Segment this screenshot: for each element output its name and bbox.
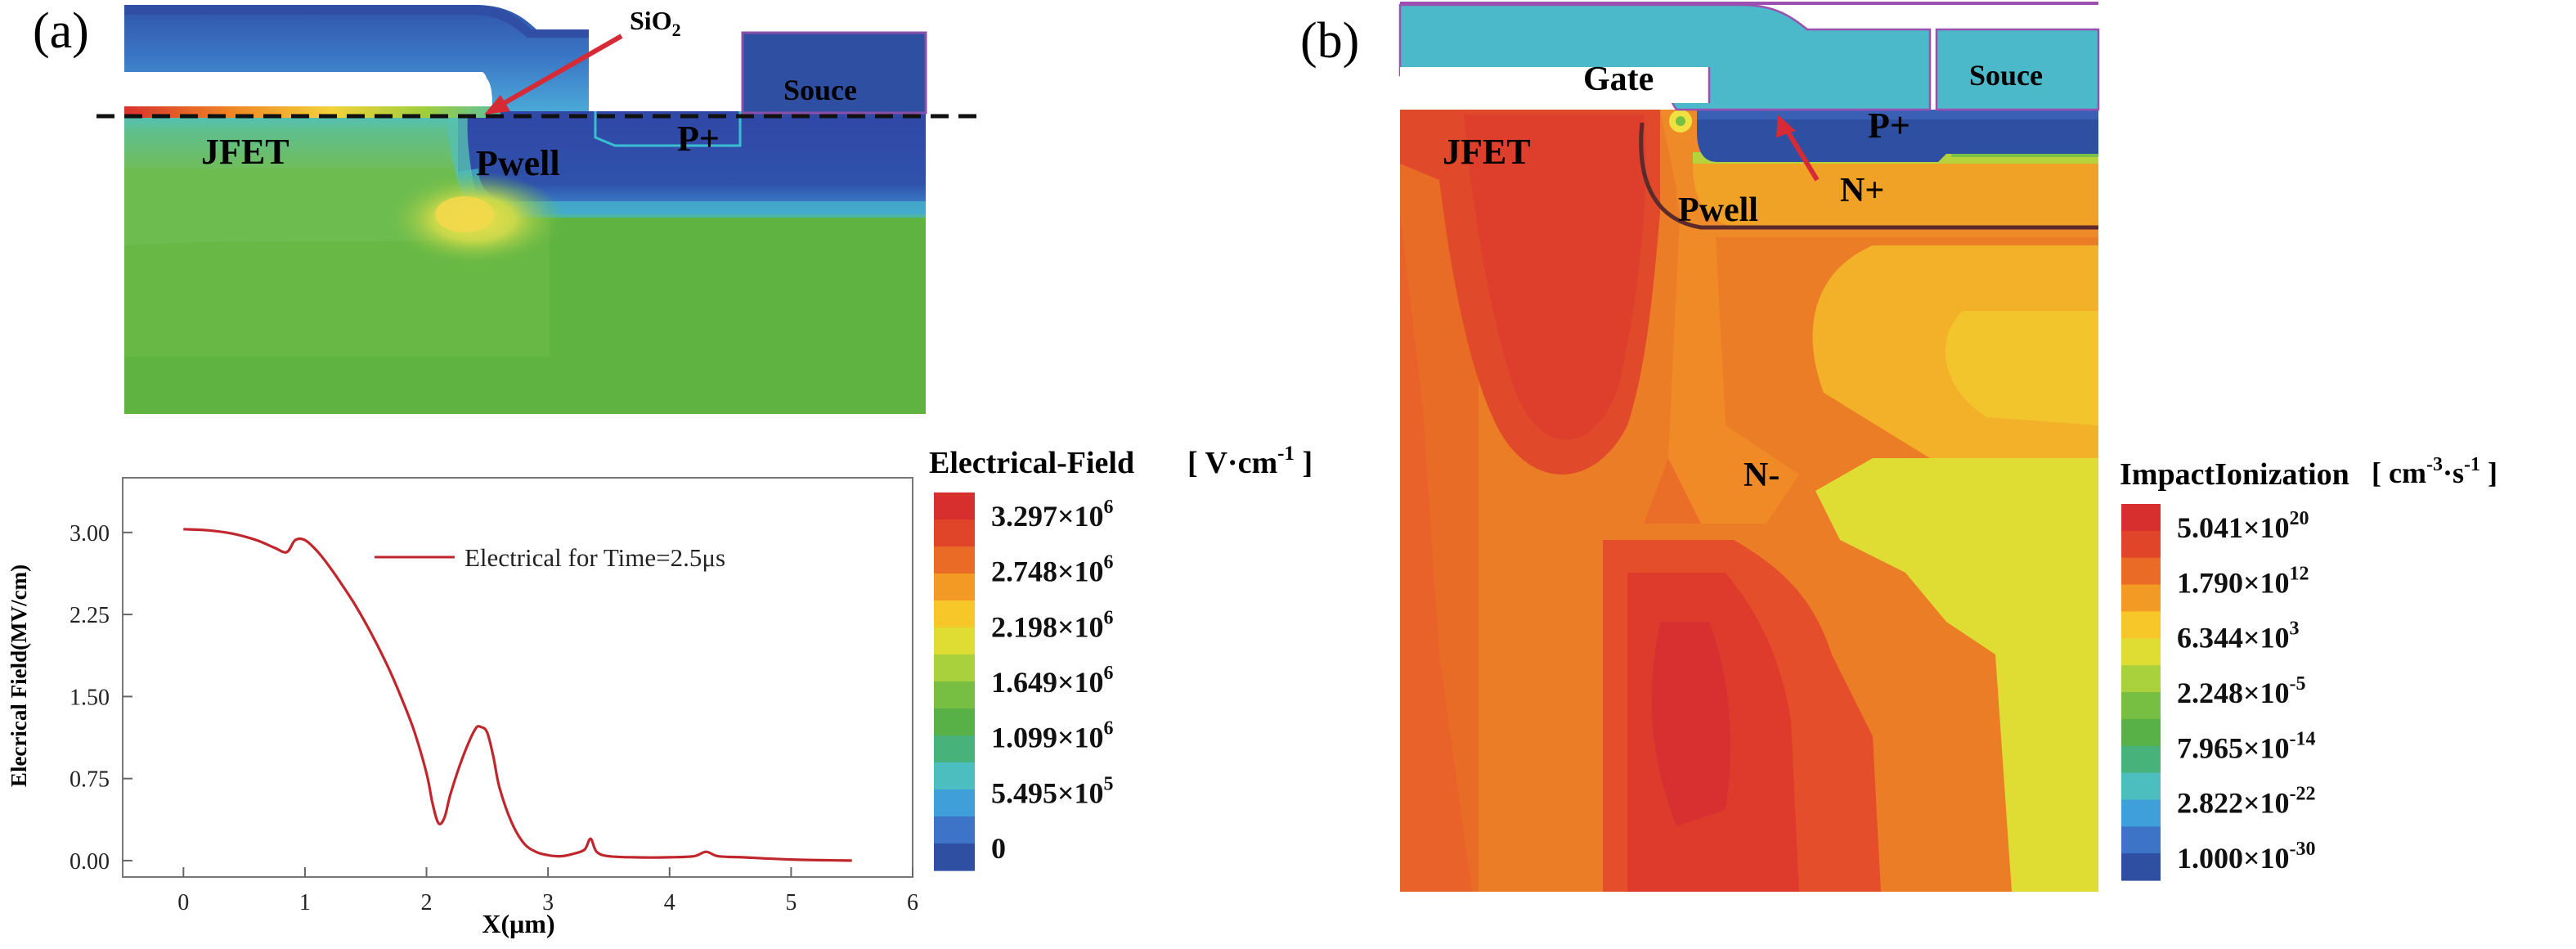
colorbar-swatch — [934, 600, 975, 628]
colorbar-swatch — [934, 735, 975, 763]
chart-legend-label: Electrical for Time=2.5μs — [464, 543, 725, 572]
chart-x-tick-label: 2 — [421, 890, 433, 915]
colorbar-swatch — [934, 546, 975, 574]
colorbar-swatch — [934, 762, 975, 790]
panel-b-label-nplus: N+ — [1840, 172, 1884, 209]
colorbar-a-unit: [ V·cm-1 ] — [1187, 443, 1313, 480]
colorbar-b-ticks: 5.041×1020 1.790×1012 6.344×103 2.248×10-5 7… — [2177, 508, 2316, 875]
colorbar-tick-label: 2.748×106 — [991, 552, 1114, 588]
panel-b-label-jfet: JFET — [1443, 132, 1531, 172]
panel-b-ionization-map — [1398, 2, 2100, 892]
chart-x-tick-label: 3 — [542, 890, 554, 915]
colorbar-swatch — [2121, 504, 2161, 532]
colorbar-tick-label: 1.649×106 — [991, 663, 1114, 699]
panel-b-nplus-arrow — [1776, 115, 1820, 182]
panel-a-label-source: Souce — [783, 74, 857, 106]
colorbar-swatch — [2121, 826, 2161, 854]
panel-a-device-map — [124, 5, 927, 414]
panel-b-label-pplus: P+ — [1868, 106, 1910, 146]
colorbar-swatch — [2121, 557, 2161, 586]
chart-series-line — [183, 528, 852, 862]
colorbar-swatch — [934, 708, 975, 736]
colorbar-swatch — [934, 681, 975, 709]
chart-plot-frame — [122, 477, 913, 878]
colorbar-swatch — [2121, 638, 2161, 666]
colorbar-swatch — [934, 843, 975, 871]
panel-a-label: (a) — [33, 3, 89, 59]
panel-a: (a) — [33, 3, 985, 414]
chart-y-axis-label: Elecrical Field(MV/cm) — [7, 564, 31, 787]
colorbar-swatch — [934, 627, 975, 655]
colorbar-swatch — [2121, 799, 2161, 827]
colorbar-tick-label: 1.790×1012 — [2177, 563, 2309, 599]
colorbar-tick-label: 1.099×106 — [991, 718, 1114, 754]
panel-b-label-gate: Gate — [1583, 61, 1654, 98]
chart-x-ticks: 0 1 2 3 4 5 6 — [177, 867, 918, 915]
chart-x-tick-label: 4 — [664, 890, 675, 915]
colorbar-tick-label: 3.297×106 — [991, 497, 1114, 533]
panel-b: (b) — [1300, 2, 2100, 892]
colorbar-swatch — [2121, 853, 2161, 881]
panel-a-sio2-label: SiO2 — [630, 6, 681, 40]
panel-b-label-pwell: Pwell — [1678, 191, 1758, 229]
colorbar-tick-label: 2.198×106 — [991, 607, 1114, 643]
chart-y-tick-label: 1.50 — [70, 685, 110, 710]
colorbar-tick-label: 2.822×10-22 — [2177, 784, 2316, 820]
colorbar-b-title: ImpactIonization — [2120, 457, 2349, 492]
chart-y-tick-label: 0.00 — [70, 849, 110, 875]
panel-b-label: (b) — [1300, 13, 1359, 69]
colorbar-swatch — [2121, 692, 2161, 720]
colorbar-swatch — [2121, 718, 2161, 747]
colorbar-tick-label: 7.965×10-14 — [2177, 728, 2316, 764]
colorbar-swatch — [2121, 665, 2161, 693]
panel-b-label-source: Souce — [1969, 59, 2043, 92]
colorbar-swatch — [2121, 530, 2161, 559]
colorbar-swatch — [934, 816, 975, 844]
chart-y-tick-label: 3.00 — [70, 521, 110, 546]
chart-x-axis-label: X(μm) — [482, 909, 554, 938]
colorbar-swatch — [934, 654, 975, 682]
colorbar-swatch — [2121, 584, 2161, 613]
chart-y-tick-label: 0.75 — [70, 767, 110, 793]
colorbar-a-ticks: 3.297×106 2.748×106 2.198×106 1.649×106 1.09… — [991, 497, 1114, 865]
panel-a-label-pplus: P+ — [677, 119, 720, 159]
colorbar-tick-label: 0 — [991, 832, 1006, 865]
chart-x-tick-label: 0 — [177, 890, 189, 915]
panel-a-sio2-arrow — [484, 34, 623, 115]
colorbar-a-title: Electrical-Field — [929, 446, 1134, 480]
chart-y-tick-label: 2.25 — [70, 603, 110, 628]
panel-a-label-jfet: JFET — [201, 132, 289, 172]
colorbar-swatch — [934, 789, 975, 817]
colorbar-tick-label: 5.041×1020 — [2177, 508, 2309, 544]
colorbar-swatch — [2121, 611, 2161, 639]
electric-field-chart: 0 1 2 3 4 5 6 0.00 0.75 1.50 2.25 3.00 Electrical … — [7, 477, 918, 938]
colorbar-tick-label: 6.344×103 — [2177, 618, 2300, 654]
panel-a-label-pwell: Pwell — [476, 143, 560, 183]
colorbar-a-swatches — [934, 492, 975, 871]
panel-b-colorbar: ImpactIonization [ cm-3·s-1 ] 5.041×1020… — [2120, 454, 2497, 881]
chart-y-ticks: 0.00 0.75 1.50 2.25 3.00 — [70, 521, 132, 875]
colorbar-tick-label: 1.000×10-30 — [2177, 839, 2316, 875]
panel-a-colorbar: Electrical-Field [ V·cm-1 ] 3.297×106 2.7… — [929, 443, 1313, 871]
colorbar-swatch — [934, 492, 975, 520]
colorbar-swatch — [2121, 745, 2161, 774]
panel-b-label-nminus: N- — [1744, 457, 1779, 494]
chart-x-tick-label: 6 — [907, 890, 918, 915]
colorbar-swatch — [2121, 772, 2161, 801]
colorbar-tick-label: 2.248×10-5 — [2177, 673, 2306, 709]
chart-x-tick-label: 1 — [299, 890, 311, 915]
chart-x-tick-label: 5 — [785, 890, 797, 915]
colorbar-swatch — [934, 573, 975, 601]
colorbar-swatch — [934, 519, 975, 547]
colorbar-b-unit: [ cm-3·s-1 ] — [2372, 454, 2497, 489]
colorbar-tick-label: 5.495×105 — [991, 773, 1114, 809]
colorbar-b-swatches — [2121, 504, 2161, 881]
